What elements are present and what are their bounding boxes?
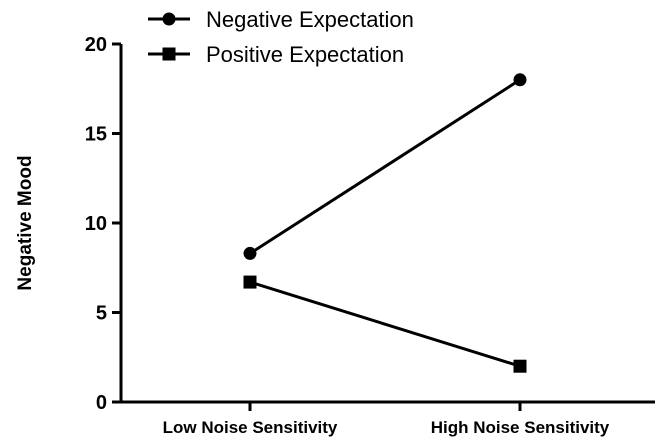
legend-item: Negative Expectation bbox=[148, 7, 414, 32]
series-line bbox=[249, 78, 521, 255]
x-tick-label: Low Noise Sensitivity bbox=[163, 418, 338, 437]
y-tick-label: 10 bbox=[85, 213, 107, 235]
legend: Negative Expectation Positive Expectation bbox=[148, 7, 414, 67]
data-point-square bbox=[243, 275, 257, 289]
axes bbox=[119, 44, 655, 404]
legend-label: Negative Expectation bbox=[206, 7, 414, 32]
y-tick-label: 0 bbox=[96, 392, 107, 414]
legend-item: Positive Expectation bbox=[148, 42, 404, 67]
legend-label: Positive Expectation bbox=[206, 42, 404, 67]
series-square bbox=[243, 275, 527, 373]
legend-marker-circle bbox=[162, 12, 176, 26]
series-circle bbox=[243, 73, 527, 260]
legend-marker-square bbox=[162, 47, 176, 61]
data-point-square bbox=[513, 359, 527, 373]
x-ticks: Low Noise Sensitivity High Noise Sensitiv… bbox=[163, 402, 610, 437]
y-ticks: 0 5 10 15 20 bbox=[85, 34, 121, 414]
y-axis-label: Negative Mood bbox=[15, 155, 36, 290]
data-point-circle bbox=[513, 73, 527, 87]
y-tick-label: 5 bbox=[96, 303, 107, 325]
y-tick-label: 15 bbox=[85, 124, 107, 146]
data-point-circle bbox=[243, 246, 257, 260]
x-tick-label: High Noise Sensitivity bbox=[431, 418, 610, 437]
series-group bbox=[243, 73, 527, 373]
y-tick-label: 20 bbox=[85, 34, 107, 56]
series-line bbox=[249, 280, 521, 368]
